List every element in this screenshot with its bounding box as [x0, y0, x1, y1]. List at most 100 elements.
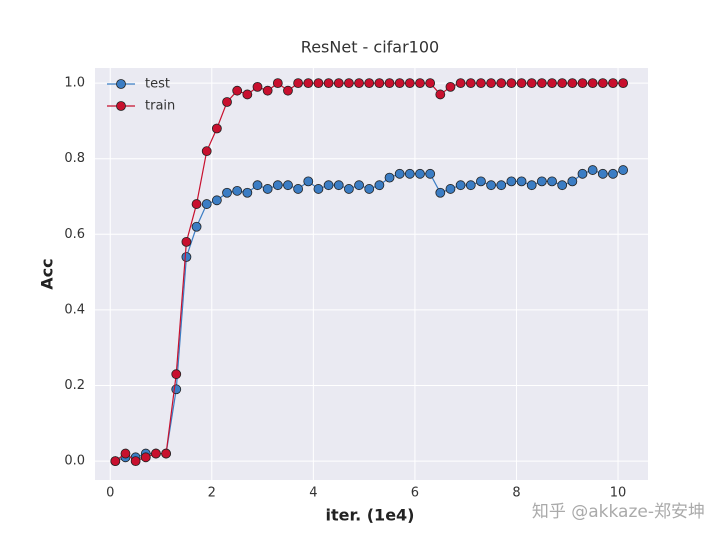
point [557, 78, 568, 89]
point [181, 236, 192, 247]
point [354, 78, 364, 89]
y-tick-label: 0.6 [64, 227, 85, 242]
point [506, 176, 517, 187]
point [171, 384, 182, 395]
point [404, 168, 415, 179]
point [404, 78, 415, 89]
point [333, 78, 344, 89]
point [313, 78, 324, 89]
legend-marker [116, 101, 126, 111]
marks [110, 78, 629, 467]
point [465, 180, 476, 191]
point [252, 81, 263, 92]
point [496, 180, 507, 191]
y-tick-label: 0.4 [64, 302, 85, 317]
point [536, 176, 547, 187]
point [323, 180, 334, 191]
point [272, 78, 283, 89]
y-tick-label: 0.8 [64, 151, 85, 166]
point [293, 184, 304, 194]
point [211, 123, 222, 134]
y-tick-label: 0.2 [64, 378, 85, 393]
point [597, 168, 608, 179]
point [608, 168, 618, 179]
point [547, 176, 557, 187]
point [161, 448, 171, 459]
x-tick-label: 6 [411, 486, 419, 501]
x-tick-label: 10 [610, 486, 627, 501]
point [303, 176, 314, 187]
point [455, 78, 466, 89]
point [394, 168, 405, 179]
point [516, 176, 527, 187]
point [455, 180, 466, 191]
point [364, 184, 375, 194]
point [536, 78, 547, 89]
point [354, 180, 364, 191]
point [201, 146, 212, 157]
point [171, 369, 182, 380]
point [496, 78, 507, 89]
point [364, 78, 375, 89]
x-tick-label: 8 [512, 486, 520, 501]
point [313, 184, 324, 194]
point [587, 165, 598, 175]
point [242, 187, 253, 198]
x-tick-label: 4 [309, 486, 317, 501]
point [506, 78, 517, 89]
point [415, 78, 425, 89]
point [618, 78, 629, 89]
point [222, 187, 232, 198]
point [303, 78, 314, 89]
x-tick-label: 2 [208, 486, 216, 501]
point [151, 448, 161, 459]
point [597, 78, 608, 89]
point [486, 78, 496, 89]
plot-area [95, 68, 648, 480]
point [191, 199, 202, 209]
point [526, 180, 537, 191]
point [465, 78, 476, 89]
point [181, 252, 192, 262]
point [445, 81, 456, 92]
point [232, 185, 243, 196]
point [374, 78, 385, 89]
point [211, 195, 222, 206]
point [293, 78, 304, 89]
point [547, 78, 557, 89]
legend-label: test [145, 77, 170, 92]
point [283, 180, 293, 191]
point [262, 184, 273, 194]
point [384, 78, 395, 89]
point [394, 78, 405, 89]
point [222, 97, 232, 107]
point [252, 180, 263, 191]
point [486, 180, 496, 191]
point [587, 78, 598, 89]
point [567, 78, 578, 89]
x-tick-label: 0 [106, 486, 114, 501]
point [232, 85, 243, 96]
point [242, 89, 253, 100]
legend-label: train [145, 99, 175, 114]
point [344, 78, 354, 89]
point [283, 85, 293, 96]
legend-marker [116, 79, 126, 89]
point [272, 180, 283, 191]
point [618, 165, 629, 175]
chart-title: ResNet - cifar100 [301, 38, 439, 57]
point [333, 180, 344, 191]
point [557, 180, 568, 191]
point [567, 176, 578, 187]
y-axis-label: Acc [38, 258, 57, 289]
point [374, 180, 385, 191]
point [323, 78, 334, 89]
point [191, 221, 202, 232]
point [425, 168, 436, 179]
point [577, 78, 588, 89]
x-axis-label: iter. (1e4) [326, 506, 415, 525]
point [201, 199, 212, 209]
point [425, 78, 436, 89]
point [577, 168, 588, 179]
point [120, 448, 131, 459]
